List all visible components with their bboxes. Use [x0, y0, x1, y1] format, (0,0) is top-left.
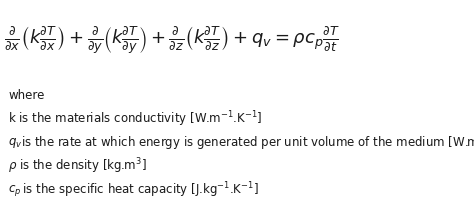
Text: is the specific heat capacity [J.kg$^{-1}$.K$^{-1}$]: is the specific heat capacity [J.kg$^{-1…: [19, 180, 259, 199]
Text: k is the materials conductivity [W.m$^{-1}$.K$^{-1}$]: k is the materials conductivity [W.m$^{-…: [8, 109, 263, 128]
Text: $q_v$: $q_v$: [8, 135, 23, 149]
Text: where: where: [8, 89, 45, 102]
Text: $c_p$: $c_p$: [8, 182, 21, 197]
Text: is the rate at which energy is generated per unit volume of the medium [W.m$^{-3: is the rate at which energy is generated…: [21, 133, 474, 152]
Text: $\rho$ is the density [kg.m$^{3}$]: $\rho$ is the density [kg.m$^{3}$]: [8, 156, 147, 176]
Text: $\frac{\partial}{\partial x}\left(k\frac{\partial T}{\partial x}\right) + \frac{: $\frac{\partial}{\partial x}\left(k\frac…: [4, 25, 340, 56]
